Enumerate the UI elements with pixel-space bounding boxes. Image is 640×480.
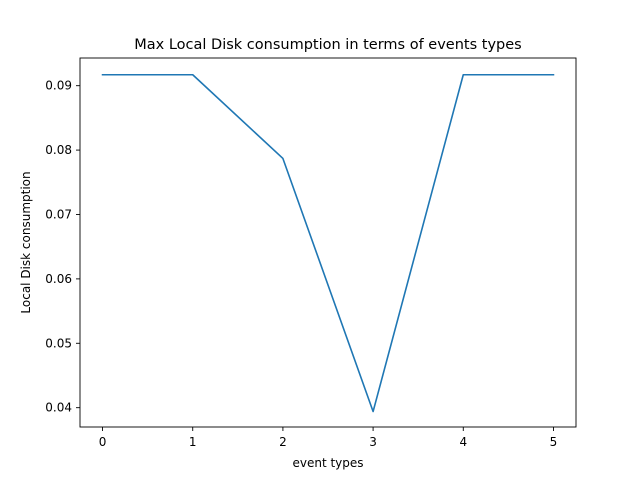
series-layer [101,73,555,413]
x-tick-label: 0 [99,435,107,449]
plot-frame [79,57,577,428]
chart-title: Max Local Disk consumption in terms of e… [134,37,521,53]
y-tick-label: 0.09 [45,79,72,93]
plot-area: 0 1 2 3 4 5 0.04 0.05 0.06 0.07 0.08 0.09 [45,57,577,449]
y-tick-label: 0.06 [45,272,72,286]
y-axis-label: Local Disk consumption [19,171,33,313]
y-tick-label: 0.07 [45,207,72,221]
y-tick-label: 0.08 [45,143,72,157]
x-tick-label: 5 [550,435,558,449]
series-line [101,73,555,413]
x-tick-label: 1 [189,435,197,449]
y-tick-label: 0.05 [45,336,72,350]
x-tick-label: 2 [279,435,287,449]
x-tick-label: 3 [369,435,377,449]
x-tick-label: 4 [459,435,467,449]
x-axis-label: event types [292,456,363,470]
y-axis: 0.04 0.05 0.06 0.07 0.08 0.09 [45,79,80,415]
y-tick-label: 0.04 [45,401,72,415]
x-axis: 0 1 2 3 4 5 [99,427,558,449]
